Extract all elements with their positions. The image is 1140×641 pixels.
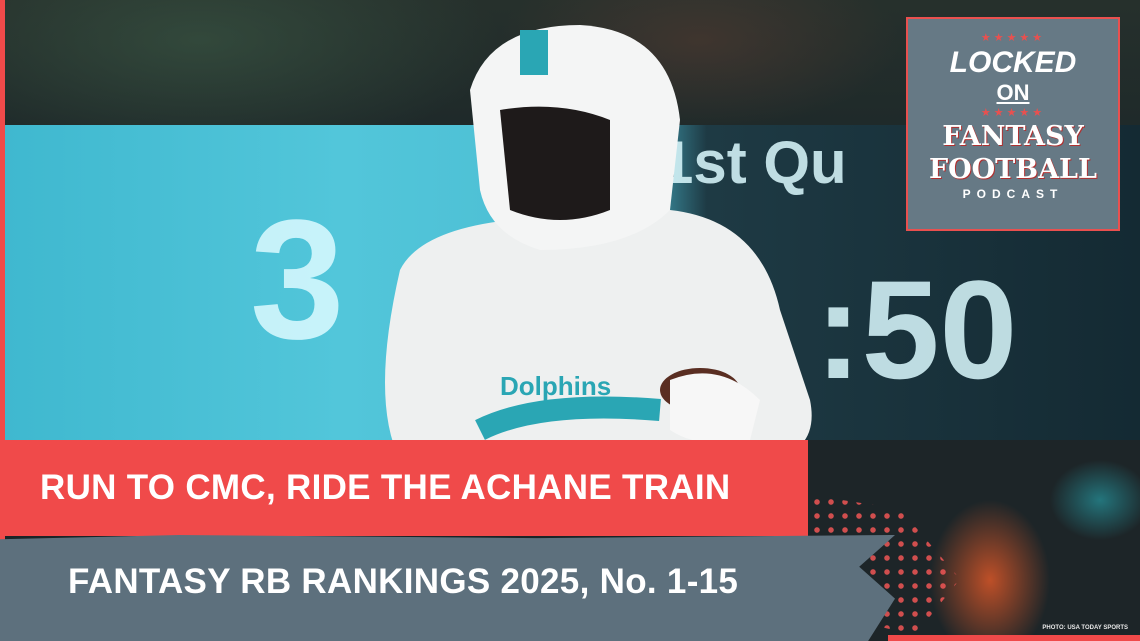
photo-credit: PHOTO: USA TODAY SPORTS [1042,625,1128,631]
logo-locked: LOCKED [949,46,1077,79]
red-edge-accent [0,0,5,641]
scoreboard-score: 3 [250,185,345,375]
logo-on: ON [996,80,1030,105]
headline: RUN TO CMC, RIDE THE ACHANE TRAIN [40,468,731,507]
scoreboard-clock: :50 [815,251,1018,408]
football-player: Dolphins [385,25,812,460]
stars-icon: ★★★★★ [980,32,1046,44]
red-bottom-accent [888,635,1140,641]
subheadline: FANTASY RB RANKINGS 2025, No. 1-15 [68,562,739,601]
subheadline-banner [0,535,895,641]
jersey-text: Dolphins [500,371,611,401]
stars-icon: ★★★★★ [980,107,1046,119]
podcast-logo: ★★★★★ LOCKED ON ★★★★★ FANTASY FOOTBALL P… [906,17,1120,231]
logo-podcast: PODCAST [962,187,1064,201]
logo-fantasy: FANTASY [942,121,1084,152]
scoreboard-label: 1st Qu [660,129,847,196]
headline-banner [5,440,808,536]
logo-football: FOOTBALL [928,154,1098,185]
